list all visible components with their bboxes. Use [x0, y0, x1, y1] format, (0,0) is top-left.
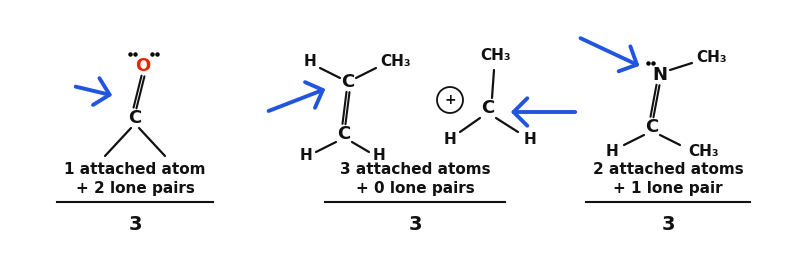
Text: + 2 lone pairs: + 2 lone pairs: [75, 181, 194, 196]
Text: CH₃: CH₃: [688, 143, 719, 159]
Text: CH₃: CH₃: [381, 55, 411, 69]
Text: 2 attached atoms: 2 attached atoms: [593, 163, 744, 177]
Text: 1 attached atom: 1 attached atom: [64, 163, 206, 177]
Text: 3: 3: [128, 214, 142, 234]
Text: 3: 3: [408, 214, 422, 234]
Text: + 1 lone pair: + 1 lone pair: [613, 181, 723, 196]
Text: H: H: [373, 148, 386, 164]
Text: C: C: [338, 125, 351, 143]
Text: N: N: [653, 66, 667, 84]
Text: C: C: [646, 118, 659, 136]
Text: CH₃: CH₃: [697, 49, 727, 64]
Text: H: H: [444, 132, 456, 148]
Text: C: C: [481, 99, 495, 117]
Text: CH₃: CH₃: [480, 48, 511, 64]
Text: +: +: [444, 93, 456, 107]
Text: 3: 3: [661, 214, 675, 234]
Text: O: O: [135, 57, 151, 75]
Text: H: H: [523, 132, 536, 148]
Text: C: C: [128, 109, 142, 127]
Text: H: H: [300, 148, 313, 164]
Text: H: H: [304, 55, 317, 69]
Text: H: H: [606, 143, 618, 159]
Text: 3 attached atoms: 3 attached atoms: [339, 163, 490, 177]
Text: + 0 lone pairs: + 0 lone pairs: [356, 181, 475, 196]
Text: C: C: [341, 73, 355, 91]
